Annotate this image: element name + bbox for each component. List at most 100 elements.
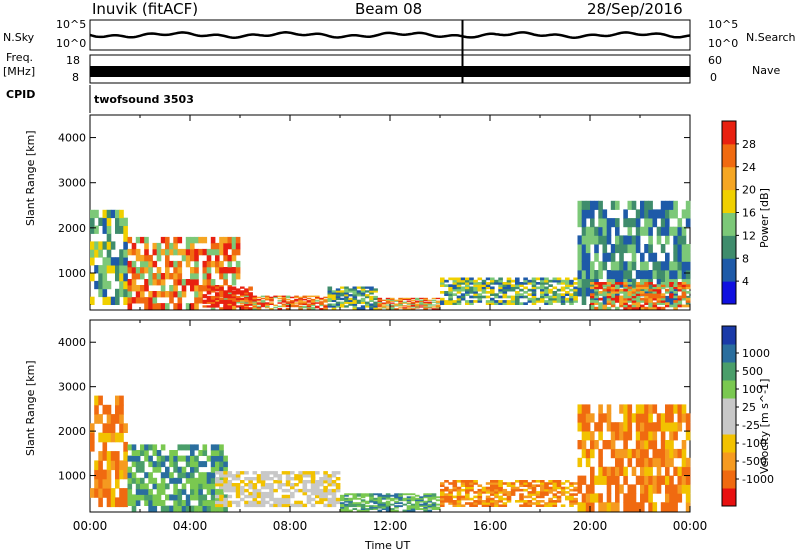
data-cell bbox=[273, 471, 278, 475]
data-cell bbox=[198, 488, 203, 495]
data-cell bbox=[660, 431, 666, 441]
data-cell bbox=[135, 291, 141, 298]
data-cell bbox=[298, 306, 303, 309]
data-cell bbox=[244, 471, 249, 475]
data-cell bbox=[110, 497, 116, 508]
data-cell bbox=[540, 482, 545, 485]
data-cell bbox=[98, 488, 103, 498]
data-cell bbox=[419, 505, 424, 508]
data-cell bbox=[444, 291, 449, 294]
data-cell bbox=[377, 305, 383, 307]
data-cell bbox=[656, 261, 662, 271]
data-cell bbox=[427, 505, 433, 508]
data-cell bbox=[581, 295, 587, 305]
data-cell bbox=[390, 302, 395, 304]
data-cell bbox=[615, 284, 620, 287]
data-cell bbox=[669, 282, 674, 285]
data-cell bbox=[685, 300, 691, 303]
data-cell bbox=[369, 286, 374, 289]
data-cell bbox=[177, 494, 183, 501]
data-cell bbox=[448, 497, 453, 501]
data-cell bbox=[435, 306, 441, 308]
data-cell bbox=[190, 466, 195, 473]
data-cell bbox=[648, 304, 653, 308]
data-cell bbox=[94, 280, 99, 290]
data-cell bbox=[685, 286, 691, 290]
data-cell bbox=[410, 304, 416, 306]
data-cell bbox=[523, 502, 528, 505]
data-cell bbox=[223, 505, 228, 512]
data-cell bbox=[244, 304, 249, 307]
data-cell bbox=[331, 474, 337, 478]
data-cell bbox=[281, 298, 287, 301]
data-cell bbox=[185, 472, 191, 479]
data-cell bbox=[140, 273, 145, 280]
data-cell bbox=[594, 244, 599, 254]
data-cell bbox=[640, 306, 645, 310]
data-cell bbox=[585, 209, 591, 219]
data-cell bbox=[215, 483, 220, 487]
data-cell bbox=[627, 293, 633, 296]
data-cell bbox=[402, 308, 408, 310]
data-cell bbox=[623, 475, 628, 485]
data-cell bbox=[677, 261, 683, 271]
data-cell bbox=[477, 502, 483, 505]
data-cell bbox=[498, 291, 503, 294]
data-cell bbox=[631, 448, 637, 459]
data-cell bbox=[677, 218, 683, 228]
data-cell bbox=[335, 483, 341, 487]
data-cell bbox=[502, 302, 508, 305]
data-cell bbox=[310, 304, 316, 307]
data-cell bbox=[165, 466, 170, 473]
data-cell bbox=[473, 500, 478, 503]
data-cell bbox=[90, 257, 95, 266]
data-cell bbox=[619, 282, 624, 285]
data-cell bbox=[160, 483, 166, 490]
data-cell bbox=[169, 297, 174, 304]
data-cell bbox=[598, 413, 603, 423]
data-cell bbox=[319, 480, 324, 484]
data-cell bbox=[344, 288, 349, 291]
data-cell bbox=[556, 279, 562, 283]
data-cell bbox=[610, 291, 616, 294]
data-cell bbox=[685, 218, 691, 228]
data-cell bbox=[298, 500, 303, 505]
data-cell bbox=[173, 260, 178, 268]
data-cell bbox=[510, 491, 516, 494]
data-cell bbox=[506, 284, 512, 287]
data-cell bbox=[506, 491, 512, 494]
data-cell bbox=[352, 494, 358, 497]
data-cell bbox=[644, 218, 649, 228]
data-cell bbox=[681, 286, 687, 290]
data-cell bbox=[360, 508, 366, 510]
data-cell bbox=[560, 286, 566, 290]
data-cell bbox=[156, 466, 162, 473]
data-cell bbox=[348, 505, 353, 508]
data-cell bbox=[652, 286, 658, 290]
data-cell bbox=[615, 475, 620, 485]
data-cell bbox=[648, 252, 653, 262]
data-cell bbox=[398, 494, 403, 497]
data-cell bbox=[260, 303, 266, 305]
data-cell bbox=[302, 303, 308, 305]
data-cell bbox=[531, 486, 537, 490]
data-cell bbox=[315, 494, 320, 499]
data-cell bbox=[340, 494, 345, 497]
data-cell bbox=[235, 236, 241, 244]
data-cell bbox=[540, 500, 545, 503]
data-cell bbox=[610, 284, 616, 287]
data-cell bbox=[173, 450, 178, 456]
data-cell bbox=[348, 493, 353, 496]
data-cell bbox=[665, 252, 670, 262]
data-cell bbox=[410, 301, 416, 303]
data-cell bbox=[177, 500, 183, 506]
data-cell bbox=[469, 504, 474, 507]
data-cell bbox=[165, 483, 170, 490]
data-cell bbox=[606, 286, 612, 290]
data-cell bbox=[577, 235, 583, 245]
data-cell bbox=[269, 483, 274, 487]
data-cell bbox=[598, 261, 603, 271]
data-cell bbox=[531, 286, 537, 290]
data-cell bbox=[660, 218, 666, 228]
y-tick-label: 3000 bbox=[58, 177, 86, 190]
